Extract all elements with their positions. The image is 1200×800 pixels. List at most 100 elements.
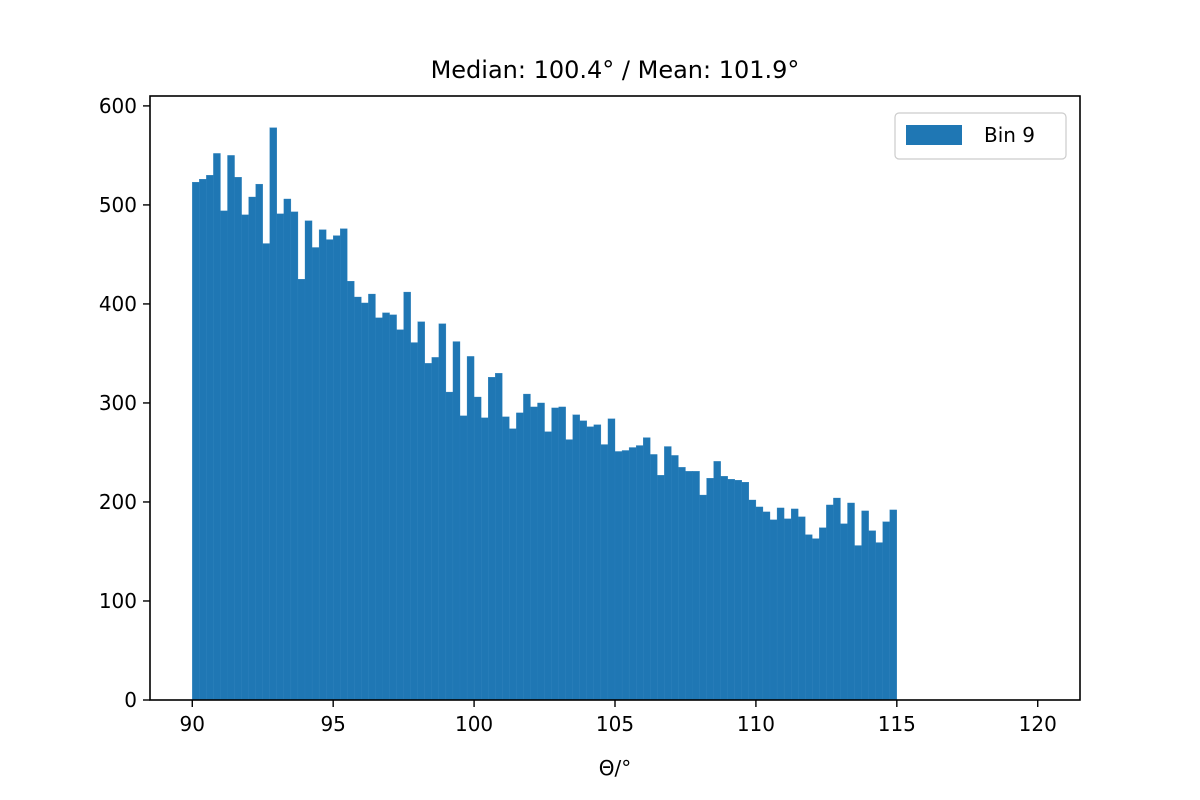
histogram-bar	[368, 293, 376, 701]
histogram-bar	[220, 210, 228, 701]
histogram-bar	[692, 471, 700, 701]
histogram-bar	[607, 418, 616, 701]
histogram-bar	[382, 312, 390, 701]
x-tick-label: 110	[737, 712, 775, 736]
legend: Bin 9	[894, 112, 1067, 160]
histogram-bar	[375, 317, 383, 701]
histogram-bar	[206, 175, 214, 701]
histogram-bar	[671, 455, 679, 701]
histogram-bar	[614, 451, 623, 701]
histogram-bar	[544, 431, 552, 701]
histogram-bar	[678, 467, 686, 701]
histogram-bar	[516, 412, 524, 701]
y-axis-ticks: 0 100 200 300 400 500 600	[99, 94, 150, 712]
histogram-bar	[586, 426, 595, 701]
histogram-bar	[706, 478, 714, 701]
x-axis-ticks: 90 95 100 105 110 115 120	[180, 700, 1057, 736]
histogram-bar	[868, 530, 876, 701]
histogram-bar	[826, 504, 834, 701]
histogram-bar	[713, 461, 721, 701]
histogram-bar	[311, 247, 320, 701]
histogram-bar	[255, 183, 263, 701]
histogram-bar	[431, 357, 440, 701]
legend-box	[894, 112, 1067, 160]
histogram-bar	[812, 538, 820, 701]
histogram-bar	[480, 417, 489, 701]
x-tick-label: 100	[455, 712, 493, 736]
histogram-bar	[304, 220, 313, 701]
histogram-bar	[523, 393, 531, 701]
legend-swatch	[906, 125, 962, 145]
histogram-bar	[833, 497, 841, 701]
histogram-bar	[340, 228, 348, 701]
histogram-bar	[882, 521, 890, 701]
histogram-bar	[558, 406, 566, 701]
histogram-bar	[213, 153, 221, 701]
x-tick-label: 115	[878, 712, 916, 736]
histogram-bar	[727, 479, 735, 701]
histogram-bar	[854, 545, 862, 701]
histogram-bar	[551, 407, 559, 701]
y-tick-label: 200	[99, 490, 137, 514]
histogram-bar	[424, 363, 432, 701]
histogram-bar	[466, 356, 475, 701]
histogram-bar	[262, 243, 270, 701]
histogram-bar	[459, 415, 468, 701]
y-tick-label: 300	[99, 391, 137, 415]
chart-title: Median: 100.4° / Mean: 101.9°	[431, 56, 800, 84]
histogram-bar	[643, 437, 651, 701]
histogram-bar	[657, 475, 665, 701]
histogram-bar	[621, 450, 630, 701]
histogram-bar	[269, 127, 277, 701]
histogram-bar	[410, 342, 418, 701]
histogram-bar	[445, 391, 454, 701]
histogram-bar	[819, 527, 827, 701]
histogram-bar	[192, 181, 200, 701]
histogram-bar	[290, 211, 299, 701]
x-tick-label: 105	[596, 712, 634, 736]
histogram-bar	[347, 281, 355, 701]
histogram-bar	[495, 373, 503, 701]
histogram-bar	[438, 323, 447, 701]
histogram-bar	[241, 214, 249, 701]
histogram-bar	[276, 213, 285, 701]
x-axis-label: Θ/°	[599, 756, 631, 780]
histogram-bar	[318, 229, 327, 701]
histogram-bar	[297, 279, 306, 701]
histogram-bar	[861, 510, 869, 701]
histogram-bar	[783, 518, 792, 701]
histogram-bar	[847, 502, 855, 701]
histogram-bar	[283, 198, 292, 701]
y-tick-label: 500	[99, 193, 137, 217]
histogram-bar	[537, 402, 545, 701]
histogram-bar	[790, 508, 799, 701]
histogram-bar	[199, 179, 207, 701]
histogram-bar	[748, 499, 757, 701]
x-tick-label: 120	[1019, 712, 1057, 736]
histogram-bar	[600, 444, 609, 701]
histogram-bar	[840, 523, 848, 701]
histogram-bar	[798, 516, 806, 701]
histogram-bar	[248, 196, 256, 701]
histogram-bar	[452, 341, 461, 701]
histogram-bar	[769, 519, 778, 701]
histogram-bar	[565, 439, 573, 701]
histogram-bar	[354, 296, 362, 701]
histogram-bar	[875, 542, 883, 701]
histogram-bar	[227, 155, 235, 701]
histogram-bar	[488, 377, 496, 701]
histogram-bar	[389, 314, 397, 701]
histogram-bar	[530, 406, 538, 701]
histogram-bars	[192, 127, 897, 701]
histogram-bar	[685, 471, 693, 701]
histogram-bar	[755, 506, 764, 701]
x-tick-label: 90	[180, 712, 205, 736]
histogram-bar	[741, 482, 750, 701]
histogram-bar	[650, 454, 658, 701]
x-tick-label: 95	[320, 712, 345, 736]
histogram-bar	[762, 511, 771, 701]
histogram-bar	[805, 534, 813, 701]
y-tick-label: 600	[99, 94, 137, 118]
histogram-bar	[734, 480, 742, 701]
